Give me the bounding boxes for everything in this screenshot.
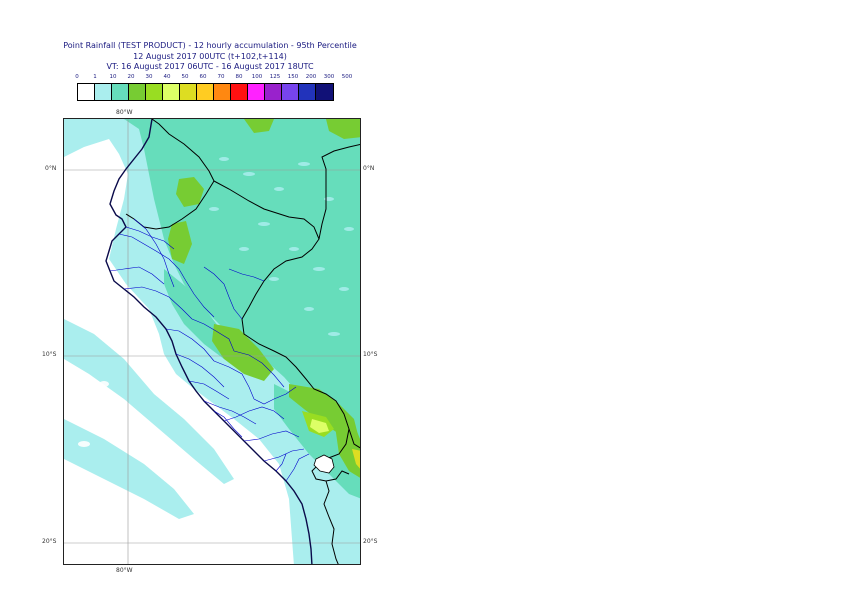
graticule	[64, 119, 360, 564]
regional-boundaries	[109, 218, 310, 482]
rain-area-ocean-streak	[64, 319, 234, 484]
legend-swatch	[78, 84, 95, 100]
legend-swatch	[316, 84, 333, 100]
legend-swatch	[214, 84, 231, 100]
legend-swatches	[77, 83, 334, 101]
legend-threshold-label: 200	[305, 74, 317, 80]
rain-area-green-7	[334, 419, 360, 478]
coastline	[105, 119, 313, 564]
legend-swatch	[265, 84, 282, 100]
rain-area-ocean-south	[64, 419, 194, 519]
legend-threshold-label: 10	[109, 74, 117, 80]
legend-swatch	[146, 84, 163, 100]
lat-label-left-0: 0°N	[45, 165, 57, 172]
legend-swatch	[231, 84, 248, 100]
map-frame: 80°W	[63, 118, 361, 565]
legend-swatch	[180, 84, 197, 100]
legend-threshold-label: 20	[127, 74, 135, 80]
lon-label-top-outer: 80°W	[116, 109, 133, 116]
legend-threshold-label: 500	[341, 74, 353, 80]
legend-threshold-label: 300	[323, 74, 335, 80]
legend-threshold-label: 40	[163, 74, 171, 80]
lat-label-left-20s: 20°S	[42, 538, 57, 545]
national-border-southeast	[348, 428, 360, 449]
legend-swatch	[197, 84, 214, 100]
title-line-1: Point Rainfall (TEST PRODUCT) - 12 hourl…	[63, 41, 357, 50]
legend-swatch	[299, 84, 316, 100]
legend-threshold-label: 1	[93, 74, 97, 80]
legend-threshold-label: 125	[269, 74, 281, 80]
title-line-2: 12 August 2017 00UTC (t+102,t+114)	[133, 51, 287, 61]
legend-threshold-label: 50	[181, 74, 189, 80]
lat-label-left-10s: 10°S	[42, 351, 57, 358]
title-line-3: VT: 16 August 2017 06UTC - 16 August 201…	[106, 62, 314, 71]
rain-area-green-2	[168, 221, 192, 264]
legend-threshold-label: 0	[75, 74, 79, 80]
rain-area-green-1	[176, 177, 204, 207]
legend-threshold-label: 70	[217, 74, 225, 80]
legend-threshold-label: 100	[251, 74, 263, 80]
map-title: Point Rainfall (TEST PRODUCT) - 12 hourl…	[60, 41, 360, 73]
color-legend: 0 1 10 20 30 40 50 60 70 80 100 125 150 200 300 500	[75, 74, 352, 104]
rain-speckles	[209, 157, 354, 336]
rain-speckles-white	[73, 176, 129, 502]
legend-swatch	[282, 84, 299, 100]
legend-swatch	[163, 84, 180, 100]
national-border-northeast	[318, 143, 360, 240]
rainfall-field	[64, 119, 360, 564]
national-border-north	[125, 119, 215, 230]
legend-threshold-label: 150	[287, 74, 299, 80]
rain-area-moderate-south	[274, 384, 360, 499]
legend-threshold-label: 60	[199, 74, 207, 80]
map-svg	[64, 119, 360, 564]
national-border-south	[323, 480, 339, 564]
legend-threshold-label: 80	[235, 74, 243, 80]
lake-titicaca	[313, 454, 335, 474]
lat-label-right-20s: 20°S	[363, 538, 378, 545]
legend-swatch	[248, 84, 265, 100]
rain-area-green-5	[326, 119, 360, 139]
legend-swatch	[95, 84, 112, 100]
lat-label-right-10s: 10°S	[363, 351, 378, 358]
legend-threshold-label: 30	[145, 74, 153, 80]
rain-area-green-6	[244, 119, 274, 133]
rain-area-yellow	[352, 449, 360, 469]
rain-area-light-yellow	[310, 419, 329, 433]
lat-label-right-0: 0°N	[363, 165, 375, 172]
legend-swatch	[112, 84, 129, 100]
lon-label-bottom: 80°W	[116, 567, 133, 574]
legend-swatch	[129, 84, 146, 100]
